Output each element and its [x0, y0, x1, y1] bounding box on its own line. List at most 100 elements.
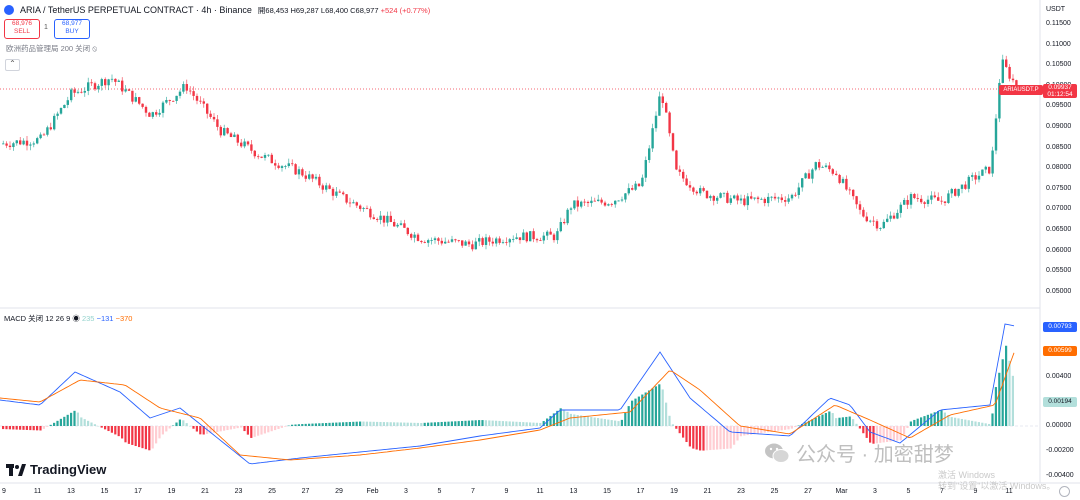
histogram-bar — [376, 421, 379, 426]
date-tick: 7 — [471, 488, 475, 495]
histogram-bar — [471, 420, 474, 426]
candle-body — [726, 192, 729, 203]
candle-body — [892, 215, 896, 219]
histogram-bar — [607, 419, 610, 426]
histogram-bar — [930, 413, 933, 426]
candle-body — [365, 207, 369, 209]
candle-body — [437, 238, 440, 241]
candle-body — [287, 163, 290, 167]
histogram-bar — [318, 423, 321, 426]
candle-body — [25, 140, 29, 146]
candle-body — [971, 175, 974, 177]
candle-body — [216, 119, 219, 127]
signal-line — [0, 352, 1015, 461]
candle-body — [719, 193, 722, 198]
date-tick: 25 — [770, 488, 779, 495]
candle-body — [280, 166, 284, 168]
histogram-bar — [593, 417, 596, 426]
histogram-bar — [161, 426, 164, 435]
candle-body — [182, 84, 185, 92]
histogram-bar — [637, 396, 640, 426]
candle-body — [87, 82, 90, 91]
candle-body — [257, 156, 260, 158]
histogram-bar — [495, 420, 498, 426]
histogram-bar — [559, 408, 562, 426]
histogram-bar — [29, 426, 32, 431]
collapse-legend-button[interactable]: ⌃ — [5, 59, 20, 71]
symbol-header: ARIA / TetherUS PERPETUAL CONTRACT · 4h … — [0, 0, 1044, 20]
candle-body — [274, 163, 277, 166]
histogram-bar — [518, 421, 521, 426]
histogram-bar — [189, 425, 192, 427]
histogram-bar — [15, 426, 18, 430]
histogram-bar — [899, 426, 902, 441]
histogram-bar — [192, 426, 195, 429]
settings-gear-icon[interactable] — [1059, 486, 1070, 497]
histogram-bar — [743, 426, 746, 436]
macd-tick: -0.00200 — [1046, 447, 1074, 454]
candle-body — [447, 241, 450, 243]
candle-body — [29, 144, 32, 146]
histogram-bar — [512, 421, 515, 426]
tradingview-logo[interactable]: TradingView — [6, 462, 106, 477]
candle-body — [104, 79, 107, 86]
histogram-bar — [393, 422, 396, 426]
candle-body — [42, 134, 46, 136]
candle-body — [869, 220, 872, 222]
eye-off-icon[interactable]: ⦸ — [92, 44, 98, 53]
candle-body — [433, 238, 437, 241]
candle-body — [865, 216, 868, 222]
buy-label: BUY — [65, 28, 79, 35]
histogram-bar — [879, 426, 882, 443]
current-price-value: 0.09937 — [1048, 84, 1072, 91]
histogram-bar — [753, 426, 756, 435]
candle-body — [716, 197, 719, 201]
candle-body — [240, 142, 243, 147]
candle-body — [943, 201, 947, 203]
candle-body — [913, 194, 916, 199]
candle-body — [376, 219, 379, 220]
candle-body — [862, 209, 865, 217]
date-tick: 17 — [134, 488, 142, 495]
currency-label[interactable]: USDT — [1046, 6, 1066, 13]
histogram-bar — [151, 426, 154, 449]
candle-body — [253, 150, 256, 157]
candle-body — [270, 154, 273, 164]
candle-body — [909, 194, 913, 205]
candle-body — [960, 184, 964, 189]
sell-button[interactable]: 68,976 SELL — [4, 19, 40, 39]
candle-body — [284, 166, 287, 167]
histogram-bar — [83, 419, 86, 426]
candle-body — [597, 199, 600, 202]
histogram-bar — [216, 426, 219, 432]
candle-body — [784, 200, 787, 202]
histogram-bar — [22, 426, 25, 430]
eye-icon[interactable]: ◉ — [72, 314, 80, 323]
wechat-icon — [765, 443, 790, 463]
candle-body — [552, 234, 556, 241]
histogram-bar — [960, 418, 963, 426]
candle-body — [1008, 66, 1011, 79]
histogram-bar — [440, 421, 443, 426]
indicator-legend[interactable]: 欧洲药品管理局 200 关闭 ⦸ — [6, 43, 97, 54]
buy-button[interactable]: 68,977 BUY — [54, 19, 90, 39]
histogram-bar — [352, 421, 355, 426]
histogram-bar — [909, 421, 912, 426]
histogram-bar — [624, 412, 627, 426]
price-tick: 0.09500 — [1046, 102, 1072, 110]
candle-body — [811, 169, 814, 179]
histogram-bar — [981, 422, 984, 426]
candle-body — [937, 197, 940, 201]
macd-legend[interactable]: MACD 关闭 12 26 9 ◉ 235 −131 −370 — [4, 313, 132, 324]
symbol-title[interactable]: ARIA / TetherUS PERPETUAL CONTRACT · 4h … — [20, 5, 252, 15]
candle-body — [355, 202, 358, 206]
histogram-bar — [892, 426, 895, 442]
histogram-bar — [773, 426, 776, 432]
histogram-bar — [450, 421, 453, 426]
histogram-bar — [168, 426, 171, 429]
candle-body — [478, 238, 481, 242]
tradingview-icon — [6, 463, 26, 476]
date-tick: 21 — [201, 488, 209, 495]
